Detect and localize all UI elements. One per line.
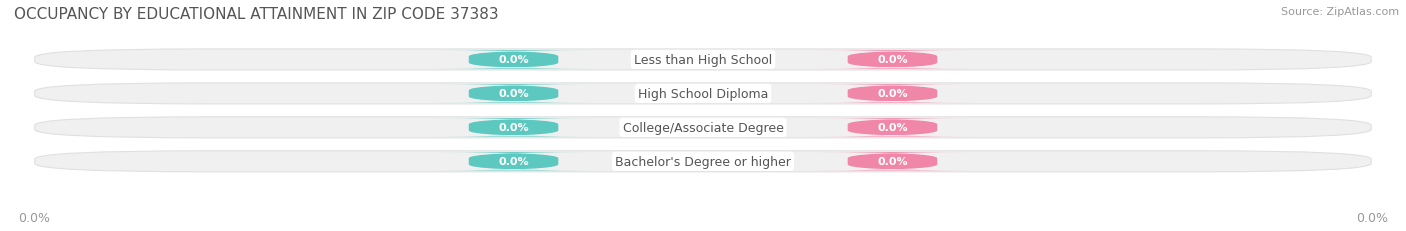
Text: Less than High School: Less than High School xyxy=(634,54,772,67)
Text: 0.0%: 0.0% xyxy=(877,89,908,99)
Text: 0.0%: 0.0% xyxy=(498,123,529,133)
Text: 0.0%: 0.0% xyxy=(498,89,529,99)
Text: Source: ZipAtlas.com: Source: ZipAtlas.com xyxy=(1281,7,1399,17)
Text: High School Diploma: High School Diploma xyxy=(638,88,768,100)
Text: 0.0%: 0.0% xyxy=(877,157,908,167)
Text: 0.0%: 0.0% xyxy=(877,55,908,65)
FancyBboxPatch shape xyxy=(434,119,593,137)
FancyBboxPatch shape xyxy=(813,119,972,137)
Text: 0.0%: 0.0% xyxy=(498,55,529,65)
Text: 0.0%: 0.0% xyxy=(498,157,529,167)
FancyBboxPatch shape xyxy=(813,85,972,103)
Text: 0.0%: 0.0% xyxy=(1355,211,1388,224)
FancyBboxPatch shape xyxy=(35,83,1371,104)
Text: College/Associate Degree: College/Associate Degree xyxy=(623,121,783,134)
FancyBboxPatch shape xyxy=(35,151,1371,172)
Text: 0.0%: 0.0% xyxy=(18,211,51,224)
FancyBboxPatch shape xyxy=(35,50,1371,71)
FancyBboxPatch shape xyxy=(434,51,593,69)
Text: 0.0%: 0.0% xyxy=(877,123,908,133)
FancyBboxPatch shape xyxy=(434,152,593,171)
Text: Bachelor's Degree or higher: Bachelor's Degree or higher xyxy=(614,155,792,168)
FancyBboxPatch shape xyxy=(434,85,593,103)
Text: OCCUPANCY BY EDUCATIONAL ATTAINMENT IN ZIP CODE 37383: OCCUPANCY BY EDUCATIONAL ATTAINMENT IN Z… xyxy=(14,7,499,22)
FancyBboxPatch shape xyxy=(813,152,972,171)
FancyBboxPatch shape xyxy=(813,51,972,69)
FancyBboxPatch shape xyxy=(35,117,1371,138)
